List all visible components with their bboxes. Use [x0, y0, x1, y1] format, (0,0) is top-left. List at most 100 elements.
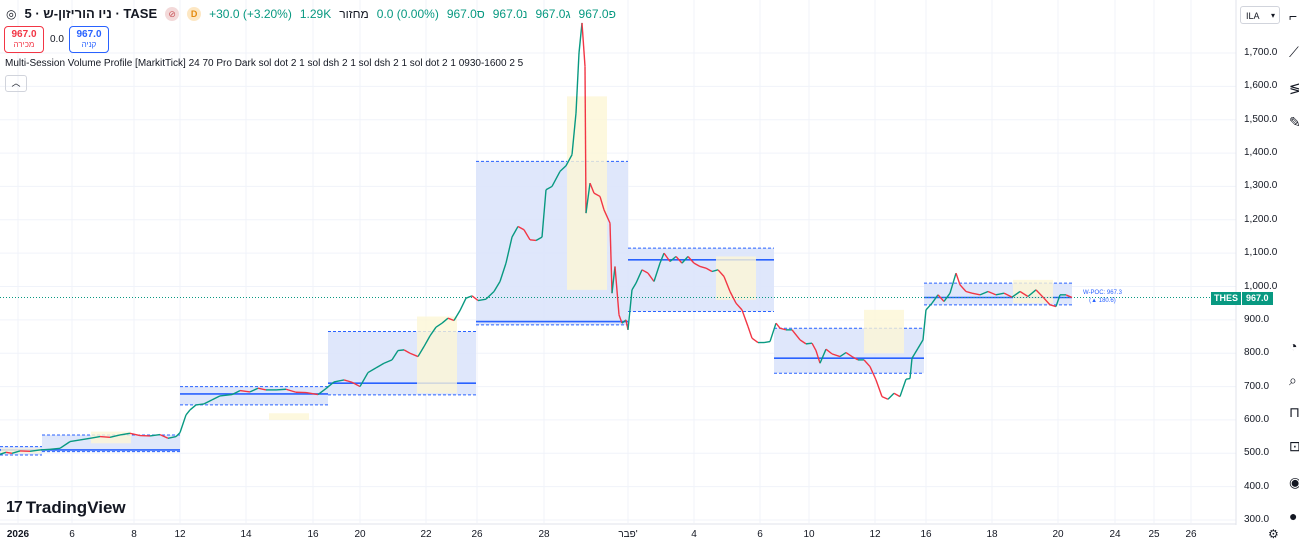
- price-segment: [578, 22, 583, 54]
- indicator-legend[interactable]: Multi-Session Volume Profile [MarkitTick…: [5, 58, 524, 69]
- price-segment: [471, 295, 479, 302]
- price-segment: [0, 451, 7, 455]
- price-segment: [499, 262, 507, 282]
- eye-icon[interactable]: ◎: [6, 6, 17, 21]
- price-segment: [109, 434, 121, 438]
- y-tick-label: 600.0: [1244, 413, 1270, 425]
- lock-icon[interactable]: ⊡: [1289, 438, 1299, 454]
- buy-button[interactable]: 967.0 קניה: [69, 26, 109, 53]
- price-segment: [99, 435, 111, 438]
- zoom-icon[interactable]: ⌕: [1289, 372, 1297, 388]
- crosshair-tool-icon[interactable]: ⌐: [1289, 8, 1298, 24]
- x-tick-label: 28: [538, 529, 550, 540]
- delayed-badge[interactable]: D: [187, 6, 202, 21]
- price-segment: [383, 359, 393, 364]
- price-segment: [741, 309, 749, 327]
- value-area-box: [269, 413, 309, 420]
- price-segment: [839, 351, 847, 358]
- price-segment: [1055, 294, 1061, 307]
- price-segment: [959, 284, 967, 292]
- value-area-box: [864, 309, 904, 354]
- y-tick-label: 500.0: [1244, 447, 1270, 459]
- price-segment: [831, 353, 841, 358]
- price-segment: [899, 379, 907, 397]
- price-segment: [735, 302, 743, 311]
- price-segment: [423, 335, 431, 347]
- x-tick-label: 10: [803, 529, 815, 540]
- symbol-title[interactable]: ניו הוריזון-ש · 5 · TASE: [24, 6, 158, 21]
- tradingview-logo[interactable]: 17 TradingView: [6, 498, 126, 518]
- price-segment: [599, 196, 605, 210]
- price-segment: [681, 256, 689, 264]
- x-tick-label: 20: [354, 529, 366, 540]
- settings-gear-icon[interactable]: ⚙: [1268, 527, 1279, 541]
- currency-selector[interactable]: ILA ▾: [1240, 6, 1280, 24]
- price-segment: [397, 349, 405, 352]
- price-segment: [805, 342, 813, 345]
- y-tick-label: 900.0: [1244, 313, 1270, 325]
- eye-toggle-icon[interactable]: ◉: [1289, 474, 1299, 490]
- price-segment: [618, 314, 623, 324]
- price-segment: [89, 435, 101, 439]
- price-segment: [343, 379, 353, 383]
- collapse-legend-button[interactable]: ︿: [5, 75, 27, 92]
- price-segment: [971, 292, 981, 296]
- x-tick-label: 26: [471, 529, 483, 540]
- price-chart[interactable]: [0, 0, 1240, 525]
- price-segment: [203, 399, 213, 405]
- price-segment: [675, 256, 683, 264]
- price-segment: [909, 358, 913, 379]
- sell-label: מכירה: [13, 40, 35, 49]
- price-segment: [333, 379, 345, 383]
- trend-line-icon[interactable]: ⟋: [1289, 44, 1299, 60]
- y-tick-label: 700.0: [1244, 380, 1270, 392]
- x-tick-label: 2026: [6, 529, 30, 540]
- price-segment: [653, 262, 661, 282]
- price-segment: [367, 367, 377, 374]
- price-segment: [931, 294, 939, 304]
- y-tick-label: 1,300.0: [1244, 180, 1278, 192]
- price-segment: [845, 351, 853, 358]
- measure-icon[interactable]: ◔: [1289, 338, 1298, 354]
- price-segment: [705, 267, 713, 273]
- price-segment: [875, 379, 883, 397]
- price-segment: [219, 393, 233, 397]
- price-segment: [453, 310, 461, 321]
- price-segment: [693, 262, 701, 268]
- price-segment: [119, 432, 131, 436]
- price-segment: [275, 388, 287, 391]
- price-segment: [571, 112, 577, 155]
- brush-tool-icon[interactable]: ✎: [1289, 114, 1299, 130]
- x-tick-label: 18: [986, 529, 998, 540]
- price-segment: [465, 295, 473, 299]
- session-icon: ⊘: [165, 6, 180, 21]
- y-tick-label: 300.0: [1244, 514, 1270, 525]
- price-segment: [285, 388, 297, 393]
- price-segment: [185, 409, 191, 416]
- x-tick-label: 24: [1109, 529, 1121, 540]
- high-value: ג967.0: [535, 6, 571, 21]
- fib-tool-icon[interactable]: ≶: [1289, 80, 1299, 96]
- price-segment: [1049, 304, 1057, 308]
- price-segment: [979, 290, 989, 296]
- y-tick-label: 400.0: [1244, 480, 1270, 492]
- price-segment: [1019, 290, 1029, 298]
- price-segment: [893, 392, 901, 398]
- low-value: נ967.0: [492, 6, 528, 21]
- price-segment: [1027, 289, 1037, 298]
- price-segment: [663, 252, 671, 262]
- price-segment: [429, 326, 437, 337]
- magnet-icon[interactable]: ⊓: [1289, 404, 1299, 420]
- price-segment: [447, 317, 455, 322]
- trash-icon[interactable]: ●: [1289, 508, 1298, 524]
- price-segment: [917, 339, 924, 349]
- price-segment: [159, 433, 169, 439]
- price-segment: [189, 404, 197, 411]
- price-segment: [819, 348, 827, 364]
- y-tick-label: 1,400.0: [1244, 147, 1278, 159]
- x-tick-label: פבר': [618, 529, 638, 540]
- price-segment: [493, 281, 501, 292]
- price-segment: [359, 372, 369, 387]
- value-area-box: [567, 96, 607, 290]
- sell-button[interactable]: 967.0 מכירה: [4, 26, 44, 53]
